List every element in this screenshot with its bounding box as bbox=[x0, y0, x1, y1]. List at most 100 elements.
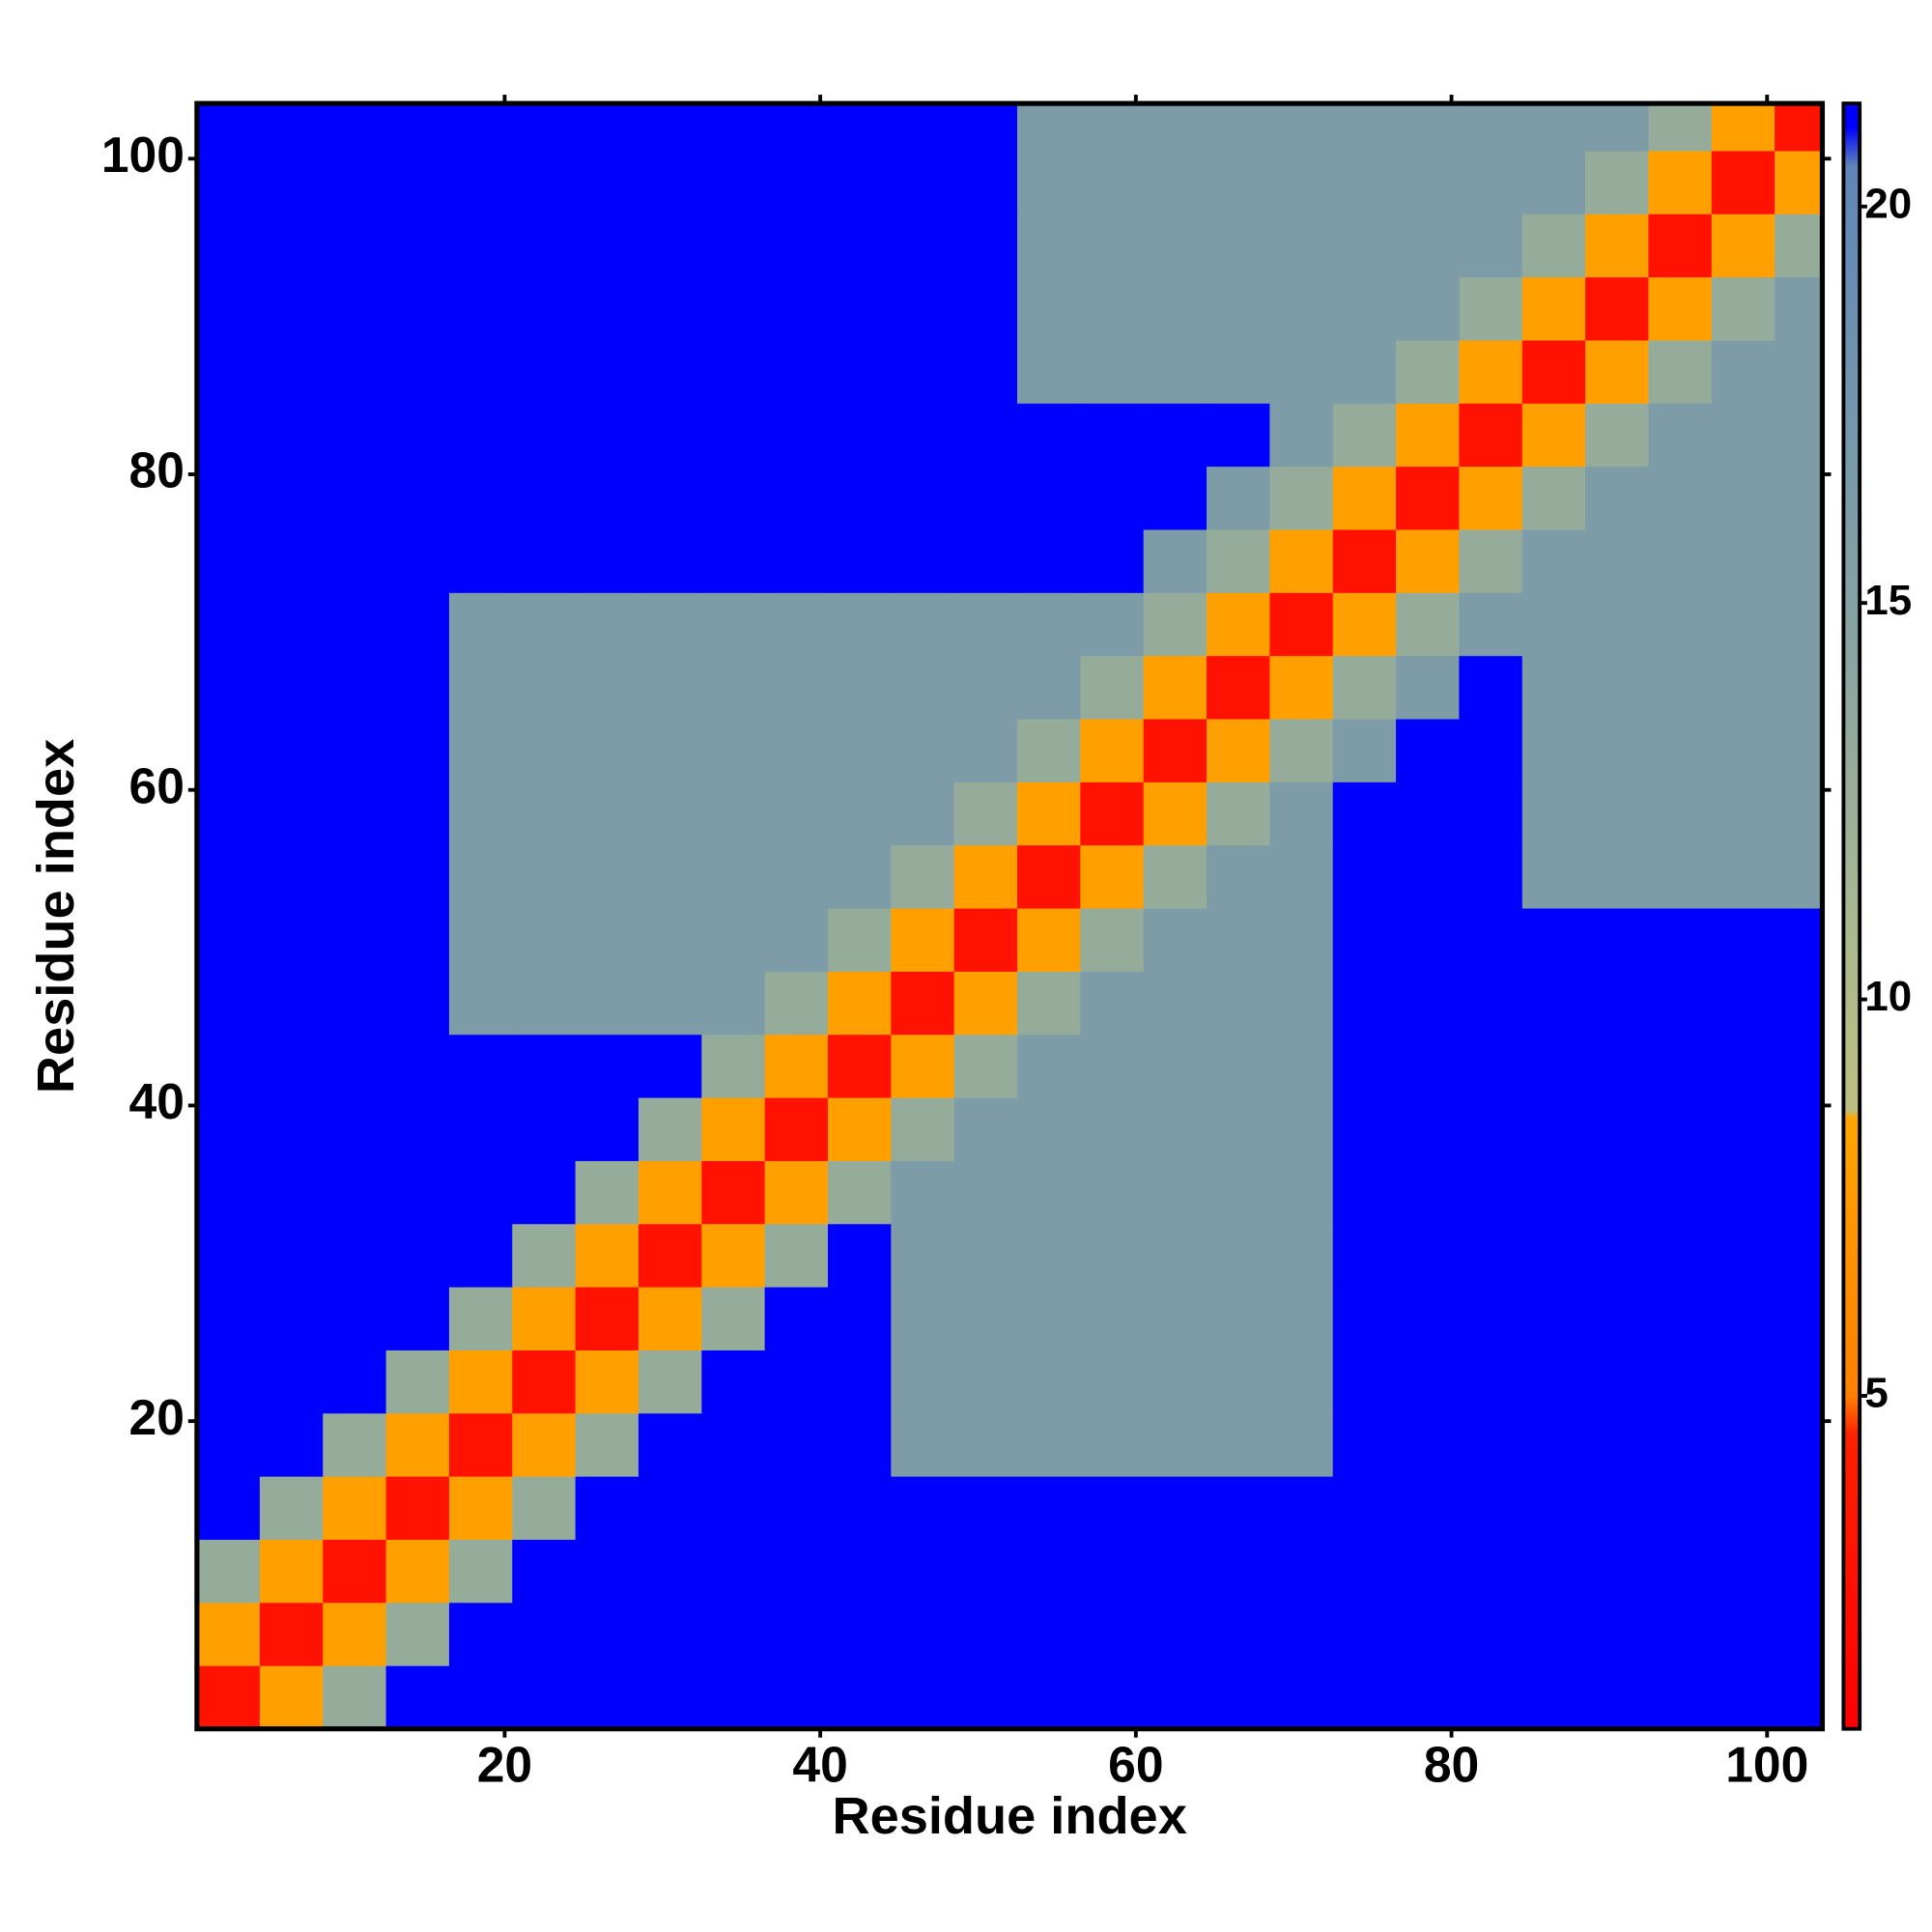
heatmap-cell bbox=[827, 844, 892, 909]
heatmap-cell bbox=[1396, 1539, 1461, 1604]
heatmap-cell bbox=[385, 592, 450, 657]
heatmap-cell bbox=[1269, 1475, 1334, 1540]
heatmap-cell bbox=[385, 213, 450, 278]
heatmap-cell bbox=[764, 1034, 829, 1098]
heatmap-cell bbox=[1332, 1096, 1397, 1161]
heatmap-cell bbox=[764, 1475, 829, 1540]
heatmap-cell bbox=[953, 213, 1018, 278]
heatmap-cell bbox=[764, 528, 829, 593]
heatmap-cell bbox=[1585, 1160, 1650, 1225]
heatmap-cell bbox=[1775, 907, 1823, 972]
heatmap-cell bbox=[196, 655, 261, 720]
heatmap-cell bbox=[891, 102, 955, 152]
heatmap-cell bbox=[1396, 1475, 1461, 1540]
heatmap-cell bbox=[1585, 213, 1650, 278]
heatmap-cell bbox=[638, 1665, 702, 1730]
heatmap-cell bbox=[1585, 592, 1650, 657]
heatmap-cell bbox=[1017, 1034, 1081, 1098]
heatmap-cell bbox=[1459, 1223, 1523, 1288]
heatmap-cell bbox=[1775, 718, 1823, 782]
heatmap-cell bbox=[1080, 844, 1145, 909]
heatmap-cell bbox=[385, 276, 450, 341]
heatmap-cell bbox=[764, 339, 829, 404]
heatmap-cell bbox=[448, 1160, 513, 1225]
heatmap-cell bbox=[1207, 1665, 1271, 1730]
heatmap-cell bbox=[448, 213, 513, 278]
heatmap-cell bbox=[891, 1350, 955, 1414]
heatmap-cell bbox=[1269, 466, 1334, 530]
y-tick-label: 20 bbox=[129, 1389, 185, 1445]
heatmap-cell bbox=[827, 1350, 892, 1414]
heatmap-cell bbox=[1648, 1286, 1713, 1350]
heatmap-cell bbox=[385, 1475, 450, 1540]
heatmap-cell bbox=[1017, 1665, 1081, 1730]
heatmap-cell bbox=[1080, 971, 1145, 1036]
heatmap-cell bbox=[196, 1602, 261, 1666]
y-axis-label: Residue index bbox=[27, 739, 85, 1094]
heatmap-cell bbox=[1080, 1160, 1145, 1225]
heatmap-cell bbox=[196, 1665, 261, 1730]
heatmap-cell bbox=[1207, 1160, 1271, 1225]
heatmap-cell bbox=[575, 971, 639, 1036]
heatmap-cell bbox=[512, 592, 577, 657]
heatmap-cell bbox=[448, 1665, 513, 1730]
heatmap-cell bbox=[196, 1034, 261, 1098]
heatmap-cell bbox=[1648, 1602, 1713, 1666]
heatmap-cell bbox=[323, 907, 387, 972]
heatmap-cell bbox=[448, 907, 513, 972]
heatmap-cell bbox=[1017, 339, 1081, 404]
heatmap-cell bbox=[512, 276, 577, 341]
heatmap-cell bbox=[1396, 781, 1461, 846]
heatmap-cell bbox=[323, 339, 387, 404]
heatmap-cell bbox=[1459, 1096, 1523, 1161]
heatmap-cell bbox=[323, 718, 387, 782]
heatmap-cell bbox=[323, 1350, 387, 1414]
heatmap-cell bbox=[1080, 528, 1145, 593]
heatmap-cell bbox=[1585, 1475, 1650, 1540]
heatmap-cell bbox=[323, 1160, 387, 1225]
heatmap-cell bbox=[638, 1286, 702, 1350]
heatmap-cell bbox=[953, 1096, 1018, 1161]
heatmap-cell bbox=[1143, 1223, 1208, 1288]
heatmap-cell bbox=[1396, 971, 1461, 1036]
heatmap-cell bbox=[1459, 844, 1523, 909]
heatmap-cell bbox=[891, 528, 955, 593]
heatmap-cell bbox=[1017, 528, 1081, 593]
heatmap-cell bbox=[1017, 1160, 1081, 1225]
heatmap-cell bbox=[1207, 1286, 1271, 1350]
heatmap-cell bbox=[1207, 1034, 1271, 1098]
heatmap-cell bbox=[1585, 1412, 1650, 1477]
heatmap-cell bbox=[1521, 1350, 1586, 1414]
heatmap-cell bbox=[827, 592, 892, 657]
heatmap-cell bbox=[1459, 1286, 1523, 1350]
heatmap-cell bbox=[385, 1223, 450, 1288]
heatmap-cell bbox=[638, 1223, 702, 1288]
heatmap-cell bbox=[764, 1096, 829, 1161]
heatmap-cell bbox=[1207, 150, 1271, 214]
heatmap-cell bbox=[1648, 718, 1713, 782]
heatmap-cell bbox=[827, 655, 892, 720]
heatmap-cell bbox=[1143, 592, 1208, 657]
heatmap-cell bbox=[1143, 102, 1208, 152]
heatmap-cell bbox=[827, 907, 892, 972]
heatmap-cell bbox=[1775, 339, 1823, 404]
heatmap-cell bbox=[1269, 1034, 1334, 1098]
heatmap-cell bbox=[323, 1602, 387, 1666]
heatmap-cell bbox=[1017, 592, 1081, 657]
heatmap-cell bbox=[575, 528, 639, 593]
heatmap-cell bbox=[385, 844, 450, 909]
heatmap-cell bbox=[1775, 276, 1823, 341]
heatmap-cell bbox=[512, 1475, 577, 1540]
heatmap-cell bbox=[575, 1475, 639, 1540]
heatmap-cell bbox=[891, 466, 955, 530]
heatmap-cell bbox=[1269, 213, 1334, 278]
heatmap-cell bbox=[1521, 150, 1586, 214]
heatmap-cell bbox=[1711, 718, 1776, 782]
heatmap-cell bbox=[1017, 1096, 1081, 1161]
heatmap-cell bbox=[701, 1602, 766, 1666]
heatmap-cell bbox=[259, 1475, 324, 1540]
heatmap-cell bbox=[891, 150, 955, 214]
heatmap-cell bbox=[385, 150, 450, 214]
heatmap-cell bbox=[1585, 276, 1650, 341]
heatmap-cell bbox=[1459, 528, 1523, 593]
